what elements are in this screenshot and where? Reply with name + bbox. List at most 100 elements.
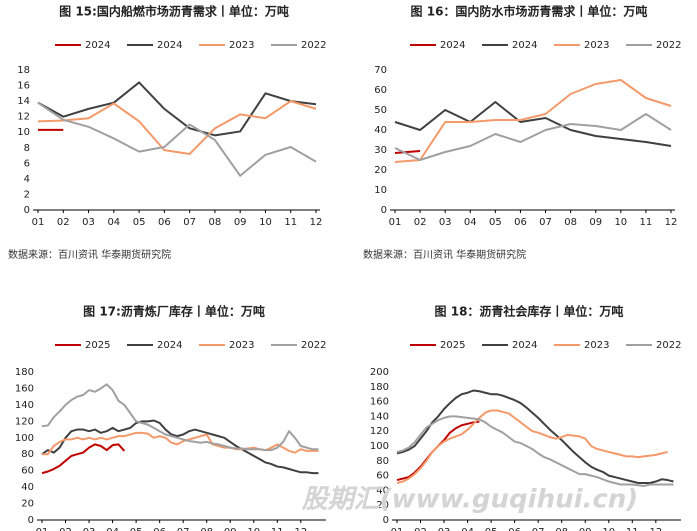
y-tick-label: 100 [15,433,34,444]
x-tick-label: 04 [461,527,474,531]
y-tick-label: 20 [374,165,387,176]
x-tick-label: 07 [183,217,196,228]
x-tick-label: 03 [439,217,452,228]
x-tick-label: 08 [200,527,213,531]
x-tick-label: 01 [36,527,49,531]
x-tick-label: 03 [438,527,451,531]
series-line [394,79,672,163]
legend-label: 2022 [301,40,326,51]
x-tick-label: 06 [514,217,527,228]
legend-label: 2024 [157,40,182,51]
x-tick-label: 06 [153,527,166,531]
x-tick-label: 01 [32,217,45,228]
x-tick-label: 02 [59,527,72,531]
series-line [42,431,319,456]
x-tick-label: 09 [224,527,237,531]
y-tick-label: 180 [15,367,34,378]
x-tick-label: 10 [259,217,272,228]
series-line [41,383,319,452]
x-tick-label: 06 [508,527,521,531]
y-tick-label: 80 [376,456,389,467]
legend-label: 2023 [584,340,609,351]
x-tick-label: 04 [106,527,119,531]
series-line [396,415,674,487]
chart-panel: 图 17:沥青炼厂库存丨单位：万吨02040608010012014016018… [15,304,327,531]
y-tick-label: 12 [17,112,30,123]
y-tick-label: 60 [374,85,387,96]
source-note: 数据来源：百川资讯 华泰期货研究院 [363,248,526,261]
y-tick-label: 6 [24,158,30,169]
x-tick-label: 08 [564,217,577,228]
x-tick-label: 03 [83,527,96,531]
x-tick-label: 07 [177,527,190,531]
legend-label: 2023 [584,40,609,51]
x-tick-label: 11 [284,217,297,228]
chart-title: 图 17:沥青炼厂库存丨单位：万吨 [83,304,265,319]
x-tick-label: 10 [247,527,260,531]
y-tick-label: 20 [21,499,34,510]
y-tick-label: 160 [15,383,34,394]
x-tick-label: 06 [158,217,171,228]
legend-label: 2024 [85,40,110,51]
y-tick-label: 80 [21,449,34,460]
chart-title: 图 15:国内船燃市场沥青需求丨单位：万吨 [59,4,289,19]
x-tick-label: 11 [640,217,653,228]
series-line [41,443,126,475]
y-tick-label: 0 [24,205,30,216]
y-tick-label: 140 [15,400,34,411]
chart-title: 图 18：沥青社会库存丨单位：万吨 [435,304,624,319]
x-tick-label: 01 [389,217,402,228]
x-tick-label: 07 [532,527,545,531]
x-tick-label: 03 [82,217,95,228]
y-tick-label: 30 [374,145,387,156]
x-tick-label: 07 [539,217,552,228]
legend-label: 2024 [440,40,465,51]
x-tick-label: 05 [130,527,143,531]
legend-label: 2024 [157,340,182,351]
x-tick-label: 02 [414,217,427,228]
x-tick-label: 09 [589,217,602,228]
legend-label: 2022 [656,40,681,51]
x-tick-label: 11 [626,527,639,531]
legend-label: 2022 [656,340,681,351]
y-tick-label: 18 [17,65,30,76]
y-tick-label: 180 [370,382,389,393]
x-tick-label: 12 [310,217,323,228]
y-tick-label: 8 [24,143,30,154]
series-line [37,81,317,137]
y-tick-label: 60 [376,471,389,482]
series-line [394,150,421,154]
y-tick-label: 20 [376,500,389,511]
x-tick-label: 05 [133,217,146,228]
x-tick-label: 12 [649,527,662,531]
y-tick-label: 14 [17,96,30,107]
series-line [394,113,672,161]
y-tick-label: 120 [15,416,34,427]
chart-panel: 图 18：沥青社会库存丨单位：万吨02040608010012014016018… [370,304,682,531]
x-tick-label: 05 [489,217,502,228]
y-tick-label: 160 [370,397,389,408]
y-tick-label: 10 [17,127,30,138]
y-tick-label: 50 [374,105,387,116]
y-tick-label: 4 [24,174,30,185]
y-tick-label: 200 [370,367,389,378]
x-tick-label: 09 [234,217,247,228]
y-tick-label: 0 [383,515,389,526]
chart-title: 图 16：国内防水市场沥青需求丨单位：万吨 [411,4,648,19]
y-tick-label: 100 [370,441,389,452]
legend-label: 2024 [512,340,537,351]
series-line [394,101,672,147]
series-line [37,101,317,177]
y-tick-label: 140 [370,411,389,422]
source-note: 数据来源：百川资讯 华泰期货研究院 [8,248,171,261]
y-tick-label: 0 [381,205,387,216]
legend-label: 2023 [229,40,254,51]
x-tick-label: 05 [485,527,498,531]
watermark: 股期汇(www.guqihui.cn) [301,485,638,515]
y-tick-label: 40 [376,485,389,496]
x-tick-label: 09 [579,527,592,531]
legend-label: 2025 [440,340,465,351]
